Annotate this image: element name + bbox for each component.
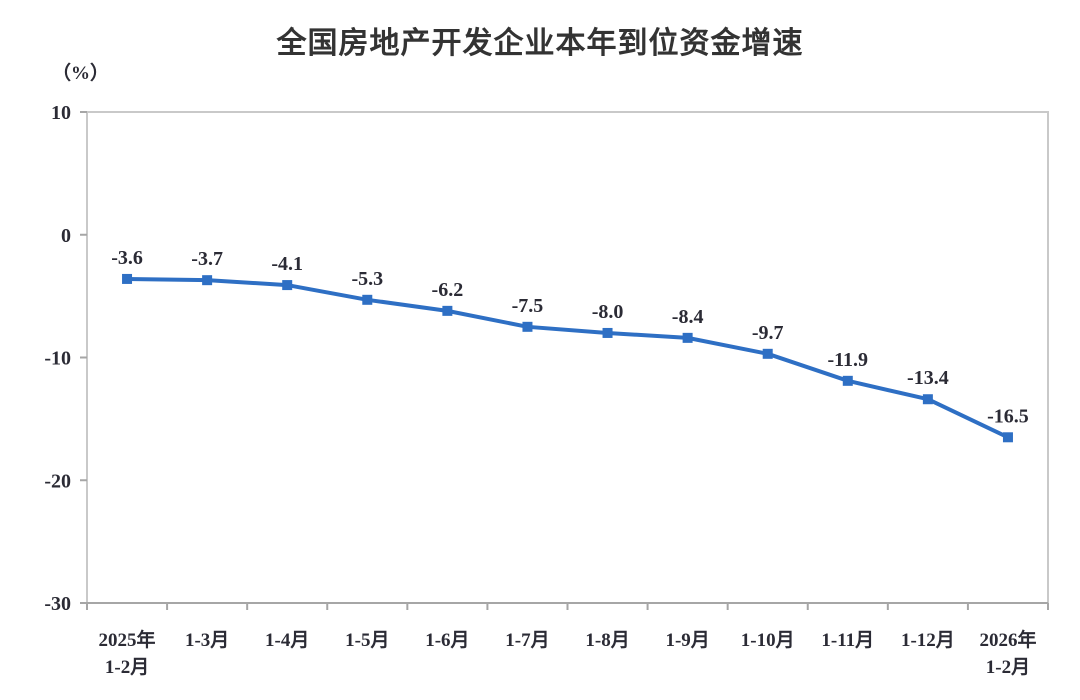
- data-label: -13.4: [907, 367, 949, 389]
- data-point-marker: [362, 294, 373, 305]
- data-label: -3.6: [111, 247, 143, 269]
- data-label: -8.4: [672, 306, 704, 328]
- y-axis-label: -30: [44, 593, 71, 615]
- y-axis-label: 10: [51, 102, 71, 124]
- data-label: -11.9: [828, 349, 869, 371]
- y-axis-label: -20: [44, 470, 71, 492]
- data-line: [125, 276, 1010, 440]
- data-label: -6.2: [432, 279, 464, 301]
- data-point-marker: [122, 273, 133, 284]
- x-axis-label: 1-8月: [585, 630, 629, 651]
- x-axis-label: 2025年 1-2月: [99, 628, 156, 678]
- data-point-marker: [442, 305, 453, 316]
- x-axis-label: 1-4月: [265, 630, 309, 651]
- x-axis-label: 1-5月: [345, 630, 389, 651]
- data-label: -16.5: [987, 405, 1029, 427]
- data-label: -3.7: [191, 248, 223, 270]
- data-label: -8.0: [592, 301, 624, 323]
- data-point-marker: [522, 321, 533, 332]
- x-axis-label: 1-7月: [505, 630, 549, 651]
- data-point-marker: [842, 375, 853, 386]
- data-label: -7.5: [512, 295, 544, 317]
- x-axis-label: 1-3月: [185, 630, 229, 651]
- x-axis-label: 1-11月: [821, 630, 874, 651]
- x-axis-label: 1-6月: [425, 630, 469, 651]
- data-point-marker: [682, 332, 693, 343]
- y-axis-label: 0: [61, 225, 71, 247]
- x-axis-label: 1-12月: [901, 630, 955, 651]
- data-point-marker: [282, 280, 293, 291]
- data-point-marker: [602, 327, 613, 338]
- data-label: -5.3: [351, 268, 383, 290]
- y-axis-label: -10: [44, 348, 71, 370]
- data-point-marker: [922, 394, 933, 405]
- data-point-marker: [762, 348, 773, 359]
- data-point-marker: [1002, 432, 1013, 443]
- plot-area-border: [86, 111, 1049, 604]
- x-axis-label: 2026年 1-2月: [979, 628, 1036, 678]
- data-label: -4.1: [271, 253, 303, 275]
- y-axis-unit-label: （%）: [52, 63, 110, 84]
- x-axis-label: 1-9月: [665, 630, 709, 651]
- data-point-marker: [202, 275, 213, 286]
- chart-title: 全国房地产开发企业本年到位资金增速: [276, 27, 804, 60]
- x-axis-label: 1-10月: [741, 630, 795, 651]
- data-label: -9.7: [752, 322, 784, 344]
